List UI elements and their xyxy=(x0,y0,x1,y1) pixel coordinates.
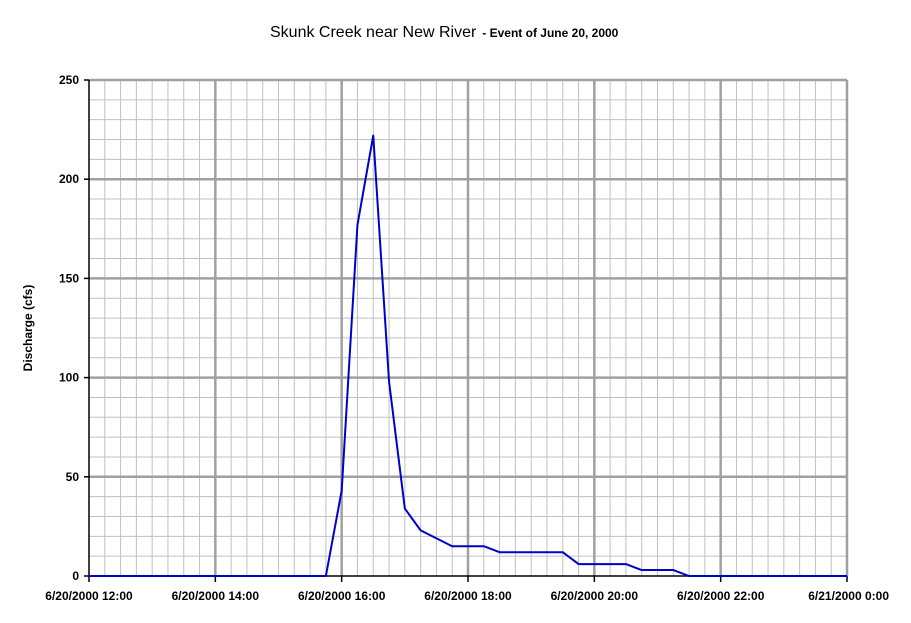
y-axis-label: Discharge (cfs) xyxy=(21,285,35,372)
x-tick-label: 6/20/2000 12:00 xyxy=(45,589,133,603)
x-tick-labels: 6/20/2000 12:00 6/20/2000 14:00 6/20/2000 … xyxy=(45,589,889,603)
x-tick-label: 6/20/2000 14:00 xyxy=(172,589,260,603)
y-tick-label: 0 xyxy=(72,569,79,583)
x-tick-label: 6/20/2000 16:00 xyxy=(298,589,386,603)
major-gridlines xyxy=(89,78,847,576)
chart-subtitle: - Event of June 20, 2000 xyxy=(482,26,618,40)
y-tick-label: 100 xyxy=(59,371,79,385)
y-tick-label: 50 xyxy=(66,470,80,484)
series-group xyxy=(89,134,847,577)
axes xyxy=(84,79,849,582)
x-tick-label: 6/20/2000 20:00 xyxy=(551,589,639,603)
chart-title: Skunk Creek near New River xyxy=(270,24,477,41)
x-tick-label: 6/20/2000 18:00 xyxy=(424,589,512,603)
x-tick-label: 6/20/2000 22:00 xyxy=(677,589,765,603)
chart-title-group: Skunk Creek near New River - Event of Ju… xyxy=(270,24,619,41)
y-tick-labels: 0 50 100 150 200 250 xyxy=(59,73,79,583)
y-tick-label: 200 xyxy=(59,172,79,186)
x-tick-label: 6/21/2000 0:00 xyxy=(808,589,889,603)
series-line-0 xyxy=(89,134,847,577)
y-tick-label: 150 xyxy=(59,271,79,285)
y-tick-label: 250 xyxy=(59,73,79,87)
